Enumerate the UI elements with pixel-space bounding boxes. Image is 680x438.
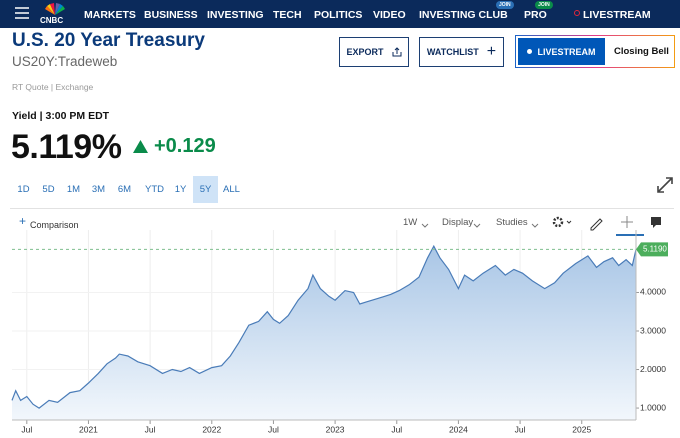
join-badge: JOIN (535, 1, 553, 9)
nav-label: INVESTING CLUB (419, 9, 508, 21)
nav-item[interactable]: INVESTING CLUB JOIN (419, 1, 514, 21)
nav-item[interactable]: LIVESTREAM (583, 9, 651, 21)
y-tick-label: 2.0000 (640, 364, 666, 374)
area-fill (12, 246, 636, 420)
source: RT Quote | Exchange (12, 82, 94, 92)
last-value-tag (636, 242, 668, 257)
x-tick-label: 2023 (326, 424, 345, 434)
interval[interactable]: 1W (403, 217, 418, 228)
yield-label: Yield | 3:00 PM EDT (12, 110, 110, 122)
expand-icon[interactable] (656, 176, 674, 194)
nav-label: VIDEO (373, 9, 406, 21)
range-button[interactable]: ALL (223, 184, 240, 195)
x-tick-label: Jul (268, 424, 279, 434)
watchlist-label: WATCHLIST (426, 47, 479, 57)
chart: Jul 2021 Jul 2022 Jul 2023 Jul 2024 Jul 2025 1.000… (11, 230, 668, 434)
nav-item[interactable]: PRO JOIN (524, 1, 553, 21)
title: U.S. 20 Year Treasury (12, 30, 205, 51)
range-button[interactable]: 3M (91, 184, 106, 195)
x-tick-label: Jul (21, 424, 32, 434)
display-menu[interactable]: Display (442, 217, 474, 228)
x-tick-label: 2024 (449, 424, 468, 434)
nav-bar: CNBC MARKETS BUSINESS INVESTING TECH POLITIC… (0, 0, 680, 28)
divider (10, 208, 674, 209)
export-icon (392, 47, 401, 57)
nav-label: POLITICS (314, 9, 363, 21)
yield-value: 5.119% (11, 128, 122, 166)
show-name: Closing Bell (614, 46, 669, 57)
x-tick-label: Jul (145, 424, 156, 434)
nav-label: PRO (524, 9, 547, 21)
chevrons (421, 223, 539, 228)
y-tick-label: 4.0000 (640, 287, 666, 297)
livestream-button[interactable]: LIVESTREAM (518, 38, 605, 65)
y-tick-label: 1.0000 (640, 402, 666, 412)
range-button[interactable]: YTD (145, 184, 164, 195)
plus-icon: + (486, 43, 497, 60)
nav-label: TECH (273, 9, 302, 21)
last-value-label: 5.1190 (643, 244, 667, 253)
x-tick-label: Jul (515, 424, 526, 434)
nav-item[interactable]: VIDEO (373, 9, 406, 21)
export-button[interactable]: EXPORT (339, 37, 409, 67)
range-button[interactable]: 5Y (193, 176, 218, 203)
nav-item[interactable]: TECH (273, 9, 302, 21)
menu-icon[interactable] (15, 7, 29, 19)
peacock-logo (45, 3, 65, 15)
live-dot (574, 10, 580, 16)
nav-label: INVESTING (207, 9, 264, 21)
line (11, 244, 637, 409)
tool-icons[interactable] (552, 215, 672, 237)
nav-item[interactable]: BUSINESS (144, 9, 198, 21)
brand[interactable]: CNBC (40, 16, 64, 25)
x-tick-label: 2025 (572, 424, 591, 434)
comparison[interactable]: Comparison (30, 220, 79, 230)
range-button[interactable]: 1Y (174, 184, 187, 195)
symbol: US20Y:Tradeweb (12, 54, 118, 69)
nav-item[interactable]: INVESTING (207, 9, 264, 21)
nav-label: LIVESTREAM (583, 9, 651, 21)
yield-change: +0.129 (154, 135, 216, 157)
plus: + (19, 214, 27, 228)
watchlist-button[interactable]: WATCHLIST + (419, 37, 504, 67)
export-label: EXPORT (346, 47, 384, 57)
nav-label: MARKETS (84, 9, 136, 21)
x-tick-label: 2021 (79, 424, 98, 434)
x-tick-label: Jul (391, 424, 402, 434)
range-button[interactable]: 1M (66, 184, 81, 195)
livestream-box[interactable]: LIVESTREAM Closing Bell (515, 35, 675, 68)
nav-label: BUSINESS (144, 9, 198, 21)
nav-item[interactable]: MARKETS (84, 9, 136, 21)
join-badge: JOIN (496, 1, 514, 9)
studies-menu[interactable]: Studies (496, 217, 528, 228)
nav-item[interactable]: POLITICS (314, 9, 362, 21)
livestream-label: LIVESTREAM (537, 46, 596, 57)
live-dot (527, 49, 533, 54)
range-button[interactable]: 5D (42, 184, 55, 195)
range-button[interactable]: 1D (17, 184, 30, 195)
range-button[interactable]: 6M (117, 184, 132, 195)
y-tick-label: 3.0000 (640, 325, 666, 335)
x-tick-label: 2022 (202, 424, 221, 434)
up-arrow (133, 140, 148, 153)
